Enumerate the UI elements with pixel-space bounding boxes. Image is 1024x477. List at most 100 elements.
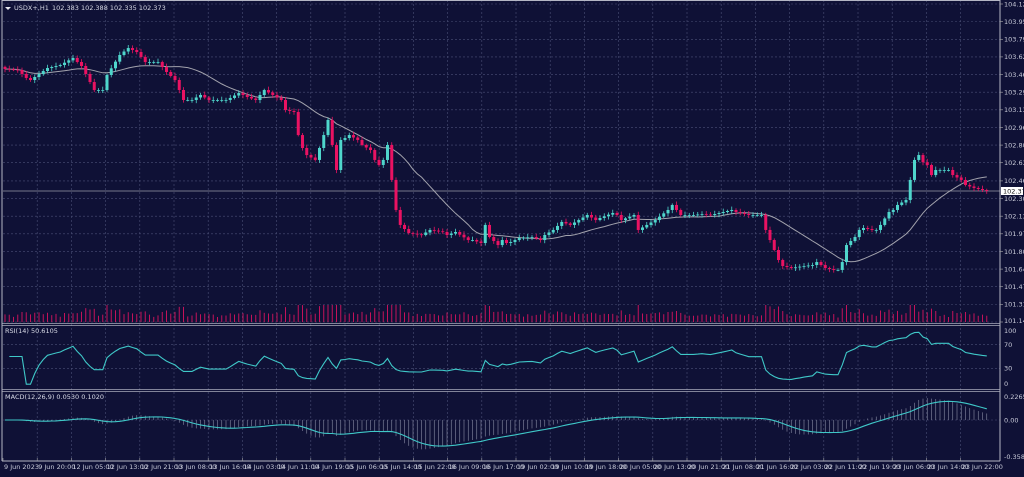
candle-body	[135, 50, 139, 52]
candle-body	[75, 57, 79, 62]
candle-body	[475, 240, 479, 242]
candle-body	[653, 220, 657, 223]
candle-body	[7, 68, 11, 70]
candle-body	[318, 147, 321, 160]
candle-body	[143, 57, 147, 63]
candle-body	[649, 222, 653, 225]
candle-body	[585, 215, 589, 218]
candle-body	[250, 96, 253, 99]
candle-body	[747, 214, 751, 216]
price-tick-label: 103.130	[1004, 106, 1024, 114]
collapse-triangle-icon[interactable]	[5, 7, 11, 10]
moving-average-line	[4, 65, 987, 263]
candle-body	[611, 212, 615, 215]
candle-body	[228, 97, 232, 100]
candle-body	[343, 138, 347, 140]
price-tick-label: 103.295	[1004, 88, 1024, 96]
candle-body	[513, 240, 517, 243]
candle-body	[628, 216, 632, 219]
candle-body	[126, 48, 130, 52]
time-tick-label: 22 Jun 11:00	[825, 463, 866, 471]
macd-title: MACD(12,26,9) 0.0530 0.1020	[5, 393, 104, 401]
candle-body	[373, 150, 377, 160]
candle-body	[904, 200, 908, 203]
candle-body	[951, 170, 955, 176]
time-tick-label: 9 Jun 2023	[4, 463, 39, 471]
candle-body	[976, 187, 980, 189]
current-price-tag	[1001, 187, 1023, 195]
candle-body	[560, 221, 564, 226]
candle-body	[80, 61, 83, 66]
candle-body	[619, 215, 623, 221]
candle-body	[92, 82, 96, 91]
candle-body	[845, 245, 848, 263]
price-tick-label: 101.145	[1004, 317, 1024, 325]
time-tick-label: 22 Jun 03:00	[791, 463, 832, 471]
candle-body	[479, 241, 483, 244]
candle-body	[840, 262, 844, 270]
candle-body	[122, 51, 126, 55]
candle-body	[182, 89, 185, 100]
candle-body	[811, 265, 814, 266]
time-tick-label: 20 Jun 05:00	[620, 463, 661, 471]
candle-body	[50, 67, 54, 69]
candle-body	[849, 241, 853, 246]
candle-body	[836, 269, 840, 271]
candle-body	[24, 73, 28, 78]
candle-body	[41, 71, 45, 75]
candle-body	[216, 99, 219, 101]
price-tick-label: 102.635	[1004, 159, 1024, 167]
candle-body	[407, 229, 411, 234]
candle-body	[445, 231, 449, 235]
candle-body	[857, 229, 861, 238]
candle-body	[917, 155, 921, 160]
candle-body	[326, 119, 330, 136]
price-axis[interactable]: 104.120 103.955 103.790 103.625 103.460 103.2…	[1000, 0, 1024, 461]
candle-body	[713, 214, 717, 216]
candle-body	[415, 233, 419, 235]
candle-body	[755, 215, 759, 216]
time-tick-label: 22 Jun 19:00	[859, 463, 900, 471]
candle-body	[67, 60, 71, 63]
candle-body	[900, 202, 904, 205]
time-tick-label: 19 Jun 02:00	[517, 463, 558, 471]
time-tick-label: 23 Jun 22:00	[962, 463, 1003, 471]
candle-body	[131, 48, 134, 51]
candle-body	[237, 93, 241, 96]
macd-tick-label: -0.3585	[1004, 453, 1024, 461]
candle-body	[441, 231, 445, 233]
candle-body	[879, 224, 882, 230]
candle-body	[985, 189, 989, 191]
macd-panel	[3, 398, 1000, 450]
macd-tick-label: 0.2265	[1004, 393, 1024, 401]
candle-body	[947, 170, 950, 171]
candle-body	[641, 227, 644, 230]
candle-body	[866, 228, 870, 230]
candle-body	[284, 99, 287, 111]
price-tick-label: 104.120	[1004, 0, 1024, 8]
candle-body	[530, 237, 534, 238]
candle-body	[789, 267, 793, 269]
time-tick-label: 14 Jun 11:00	[278, 463, 319, 471]
candle-body	[496, 241, 500, 246]
candle-body	[683, 215, 687, 216]
price-tick-label: 103.625	[1004, 53, 1024, 61]
candle-body	[152, 62, 156, 63]
candle-body	[696, 214, 700, 216]
candle-body	[721, 212, 725, 214]
candle-body	[942, 170, 946, 171]
candle-body	[390, 144, 394, 180]
price-tick-label: 102.300	[1004, 195, 1024, 203]
candle-body	[679, 209, 683, 216]
macd-signal-line	[5, 400, 987, 447]
candle-body	[505, 240, 508, 244]
candle-body	[938, 170, 942, 171]
candle-body	[454, 231, 457, 234]
candle-body	[160, 62, 164, 68]
time-tick-label: 20 Jun 21:00	[688, 463, 729, 471]
candle-body	[802, 265, 806, 267]
candle-body	[624, 218, 627, 221]
candle-body	[462, 234, 466, 238]
